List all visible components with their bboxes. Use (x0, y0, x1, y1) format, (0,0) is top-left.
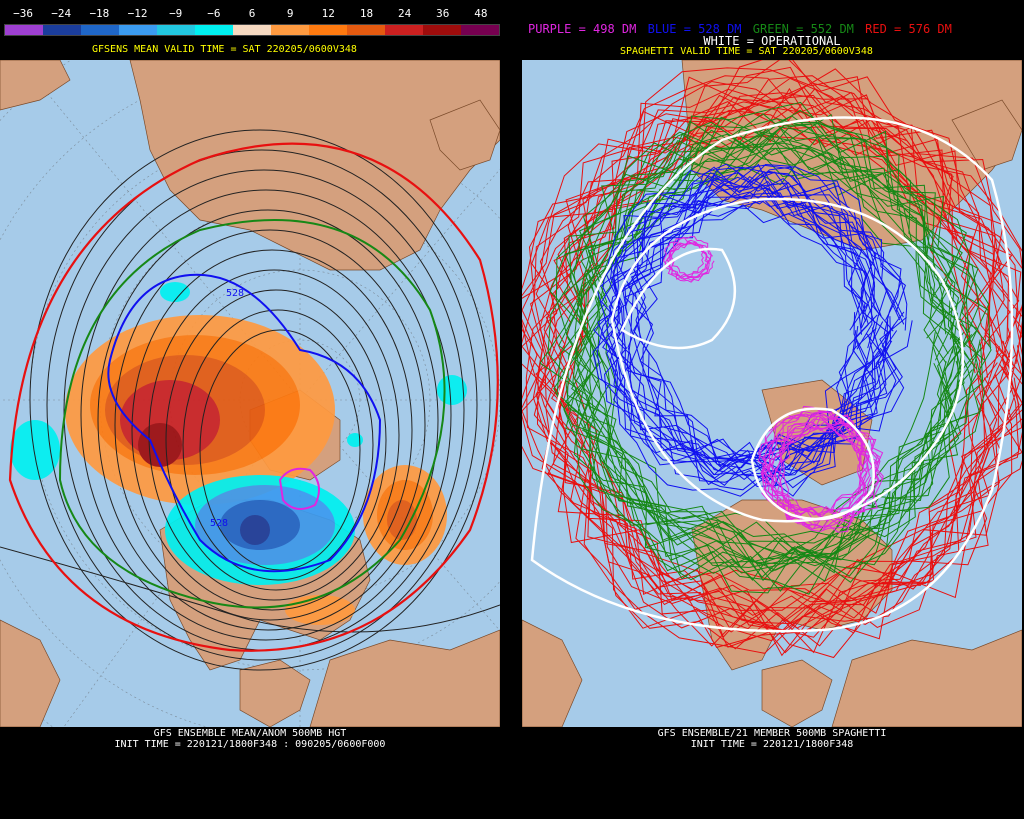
scale-swatch (43, 25, 81, 35)
spaghetti-line (567, 129, 962, 577)
scale-swatch (347, 25, 385, 35)
scale-label: −18 (89, 7, 110, 20)
scale-swatch (119, 25, 157, 35)
spaghetti-552-lines (539, 101, 992, 595)
anomaly-color-scale: −36 −24 −18 −12 −9 −6 6 9 12 18 24 36 48 (4, 6, 500, 36)
spaghetti-line (668, 236, 713, 276)
scale-swatch (157, 25, 195, 35)
positive-anomaly (65, 315, 447, 625)
spaghetti-line (535, 87, 1022, 659)
scale-label: 24 (397, 7, 412, 20)
spaghetti-line (662, 236, 705, 278)
spaghetti-line (563, 109, 965, 558)
scale-swatch (461, 25, 499, 35)
contour-552 (58, 219, 446, 609)
spaghetti-line (602, 166, 884, 476)
spaghetti-498-lines (662, 236, 884, 533)
spaghetti-line (564, 101, 973, 560)
spaghetti-line (774, 426, 884, 533)
height-contours (0, 129, 500, 671)
spaghetti-footer: GFS ENSEMBLE/21 MEMBER 500MB SPAGHETTI I… (522, 728, 1022, 750)
spaghetti-panel: PURPLE = 498 DM BLUE = 528 DM GREEN = 55… (522, 0, 1022, 819)
spaghetti-line (522, 80, 1014, 647)
mean-footer-line1: GFS ENSEMBLE MEAN/ANOM 500MB HGT (153, 728, 347, 739)
scale-swatch (385, 25, 423, 35)
spaghetti-line (536, 109, 1022, 654)
spaghetti-line (760, 420, 871, 528)
legend-red: RED = 576 DM (865, 22, 952, 36)
scale-label: 48 (474, 7, 488, 20)
contour-498 (278, 467, 320, 510)
spaghetti-line (522, 75, 1016, 609)
spaghetti-valid-time-title: SPAGHETTI VALID TIME = SAT 220205/0600V3… (620, 46, 873, 57)
spaghetti-line (632, 163, 901, 469)
spaghetti-line (541, 88, 1022, 648)
contour-576 (8, 142, 499, 652)
operational-contours (530, 116, 1014, 633)
spaghetti-line (757, 405, 867, 513)
spaghetti-line (626, 164, 907, 471)
mean-footer-line2: INIT TIME = 220121/1800F348 : 090205/060… (114, 739, 386, 750)
negative-anomaly (10, 282, 467, 585)
scale-swatch (195, 25, 233, 35)
spaghetti-line (606, 174, 877, 479)
scale-label: 18 (359, 7, 374, 20)
mean-footer: GFS ENSEMBLE MEAN/ANOM 500MB HGT INIT TI… (0, 728, 500, 750)
spaghetti-line (596, 179, 867, 476)
contour-label-528-south: 528 (210, 518, 228, 529)
spaghetti-footer-line2: INIT TIME = 220121/1800F348 (690, 739, 854, 750)
spaghetti-footer-line1: GFS ENSEMBLE/21 MEMBER 500MB SPAGHETTI (657, 728, 887, 739)
spaghetti-line (522, 82, 1020, 638)
spaghetti-line (617, 163, 892, 465)
contour-label-528-north: 528 (226, 288, 244, 299)
spaghetti-line (604, 204, 882, 497)
spaghetti-line (574, 133, 965, 590)
legend-white: WHITE = OPERATIONAL (703, 34, 841, 48)
contour-528 (107, 273, 382, 573)
scale-swatch (233, 25, 271, 35)
spaghetti-legend: PURPLE = 498 DM BLUE = 528 DM GREEN = 55… (528, 22, 1020, 36)
scale-label: 12 (321, 7, 335, 20)
ensemble-mean-panel: −36 −24 −18 −12 −9 −6 6 9 12 18 24 36 48 GFSENS MEAN… (0, 0, 500, 819)
scale-labels: −36 −24 −18 −12 −9 −6 6 9 12 18 24 36 48 (4, 6, 500, 22)
scale-label: −24 (51, 7, 72, 20)
scale-swatch (5, 25, 43, 35)
spaghetti-line (574, 121, 981, 544)
scale-label: 9 (286, 7, 294, 20)
spaghetti-line (613, 194, 893, 488)
spaghetti-line (770, 422, 877, 530)
spaghetti-line (556, 133, 976, 578)
spaghetti-line (762, 410, 866, 518)
scale-label: −36 (13, 7, 33, 20)
mean-valid-time-title: GFSENS MEAN VALID TIME = SAT 220205/0600… (92, 44, 357, 55)
scale-label: −6 (207, 7, 221, 20)
spaghetti-line (535, 60, 1022, 604)
spaghetti-line (522, 135, 1022, 654)
panel-divider (501, 0, 522, 819)
spaghetti-line (668, 241, 710, 281)
scale-swatch (309, 25, 347, 35)
ensemble-mean-map: 528 528 (0, 60, 500, 727)
legend-green: GREEN = 552 DM (752, 22, 854, 36)
legend-blue: BLUE = 528 DM (647, 22, 742, 36)
scale-swatch (423, 25, 461, 35)
spaghetti-line (630, 187, 908, 478)
scale-label: −9 (169, 7, 183, 20)
scale-label: −12 (127, 7, 148, 20)
scale-label: 36 (436, 7, 450, 20)
spaghetti-line (538, 60, 1014, 611)
spaghetti-map (522, 60, 1022, 727)
legend-purple: PURPLE = 498 DM (528, 22, 637, 36)
spaghetti-line (665, 242, 711, 281)
scale-bar (4, 24, 500, 36)
spaghetti-line (778, 412, 884, 517)
scale-label: 6 (248, 7, 256, 20)
scale-swatch (271, 25, 309, 35)
spaghetti-line (601, 185, 876, 475)
scale-swatch (81, 25, 119, 35)
